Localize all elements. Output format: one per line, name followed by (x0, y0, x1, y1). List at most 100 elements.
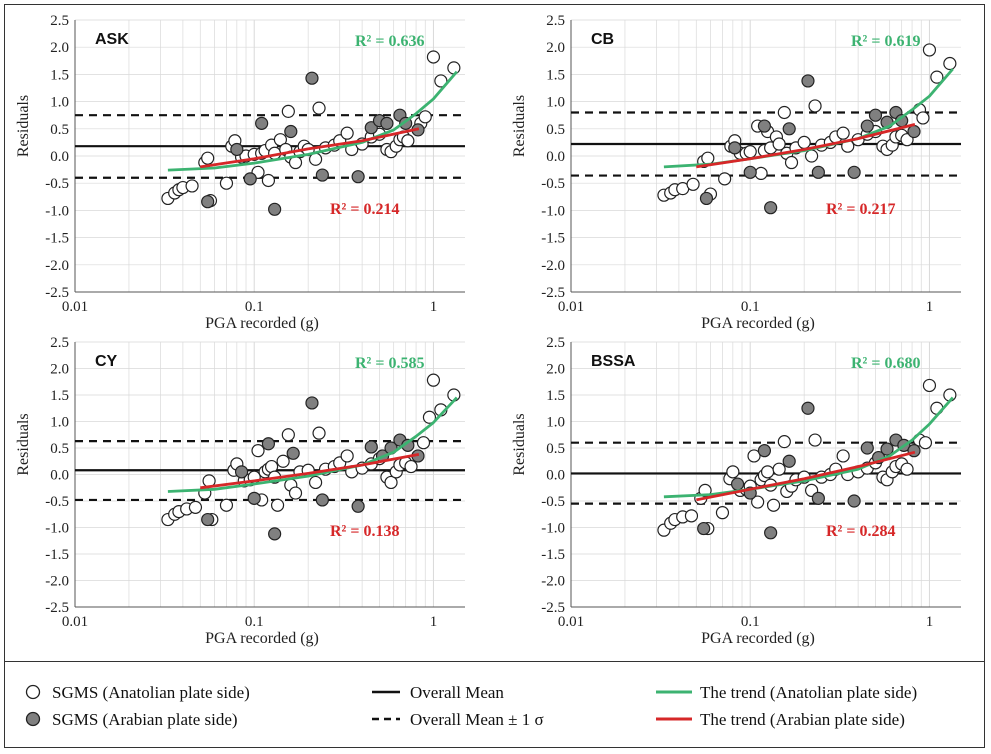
arabian-point (201, 512, 215, 527)
y-tick-label: -1.5 (45, 547, 69, 563)
x-axis-label: PGA recorded (g) (205, 630, 319, 647)
legend-label-arabian-trend: The trend (Arabian plate side) (700, 710, 905, 729)
anatolian-point (261, 173, 276, 188)
anatolian-point (715, 506, 730, 520)
anatolian-point (188, 500, 203, 514)
panel-label: CY (95, 353, 118, 370)
arabian-point (268, 527, 282, 541)
legend-label-anatolian-sgms: SGMS (Anatolian plate side) (52, 683, 250, 702)
anatolian-point (434, 74, 448, 88)
anatolian-point (219, 176, 234, 190)
trend-line-arabian (696, 450, 916, 502)
arabian-point (230, 142, 244, 157)
y-tick-label: -0.5 (541, 176, 565, 192)
arabian-point (847, 165, 861, 179)
x-tick-label: 1 (926, 614, 934, 630)
arabian-point (243, 172, 257, 186)
arabian-point (811, 165, 825, 179)
y-tick-label: -2.5 (45, 600, 69, 616)
y-tick-label: 1.5 (546, 67, 565, 83)
y-tick-label: 2.5 (546, 335, 565, 351)
arabian-point (315, 168, 329, 182)
anatolian-point (751, 495, 765, 509)
anatolian-point (416, 436, 431, 450)
y-tick-label: 2.5 (50, 335, 69, 351)
y-tick-label: 0.5 (50, 122, 69, 138)
x-tick-label: 0.01 (62, 614, 88, 630)
x-tick-label: 1 (430, 299, 438, 315)
trend-line-anatolian (167, 70, 458, 172)
x-axis-label: PGA recorded (g) (701, 630, 815, 647)
arabian-point (811, 491, 825, 505)
anatolian-point (726, 465, 740, 479)
y-tick-label: -1.5 (541, 231, 565, 247)
y-tick-label: -1.5 (45, 231, 69, 247)
y-tick-label: 2.0 (546, 362, 565, 378)
y-tick-label: 1.0 (546, 415, 565, 431)
arabian-point (364, 121, 378, 135)
arabian-point (284, 124, 298, 139)
arabian-point (255, 116, 269, 130)
trend-line-arabian (696, 123, 916, 169)
arabian-point (286, 446, 300, 460)
anatolian-point (426, 50, 441, 64)
arabian-point (764, 201, 778, 215)
r2-arabian-label: R² = 0.284 (826, 523, 895, 540)
y-axis-label: Residuals (15, 95, 32, 157)
anatolian-point (426, 373, 441, 387)
chart-panel-ask: -2.5 -2.0 -1.5 -1.0 -0.5 0.0 0.5 1.0 1.5 2.0 2.5 0.… (15, 13, 465, 332)
arabian-point (743, 165, 757, 179)
arabian-point (315, 493, 329, 507)
anatolian-point (219, 498, 234, 512)
anatolian-point (201, 151, 215, 165)
arabian-point (351, 499, 365, 513)
arabian-point (764, 526, 778, 540)
y-tick-label: 1.0 (50, 415, 69, 431)
y-tick-label: -1.0 (541, 203, 565, 219)
legend-divider (4, 661, 985, 662)
arabian-point (730, 477, 745, 491)
x-tick-label: 1 (430, 614, 438, 630)
arabian-point (728, 141, 742, 155)
chart-panel-bssa: -2.5 -2.0 -1.5 -1.0 -0.5 0.0 0.5 1.0 1.5 2.0 2.5 0.… (511, 335, 961, 647)
arabian-point (247, 491, 261, 505)
anatolian-point (281, 428, 295, 442)
chart-panel-cy: -2.5 -2.0 -1.5 -1.0 -0.5 0.0 0.5 1.0 1.5 2.0 2.5 0.… (15, 335, 465, 647)
anatolian-point (943, 56, 957, 71)
anatolian-point (401, 134, 415, 148)
y-tick-label: 2.0 (50, 362, 69, 378)
legend: SGMS (Anatolian plate side) Overall Mean… (25, 683, 917, 729)
arabian-point (364, 440, 378, 454)
anatolian-point (804, 149, 819, 163)
anatolian-point (340, 449, 354, 463)
anatolian-point (930, 70, 944, 84)
y-tick-label: -2.0 (541, 258, 565, 274)
arabian-point (868, 108, 883, 122)
arabian-point (860, 119, 874, 133)
anatolian-point (747, 449, 761, 463)
arabian-point (234, 465, 249, 479)
anatolian-point (686, 177, 700, 191)
legend-label-anatolian-trend: The trend (Anatolian plate side) (700, 683, 917, 702)
y-tick-label: -1.0 (45, 521, 69, 537)
anatolian-point (447, 61, 461, 75)
anatolian-point (777, 435, 791, 449)
anatolian-point (384, 475, 398, 490)
y-tick-label: -1.0 (541, 521, 565, 537)
arabian-point (201, 195, 215, 209)
arabian-point (305, 396, 319, 410)
x-tick-label: 0.1 (245, 299, 264, 315)
y-tick-label: -2.0 (45, 574, 69, 590)
trend-line-anatolian (663, 396, 954, 499)
y-tick-label: 1.0 (50, 95, 69, 111)
anatolian-point (760, 465, 775, 479)
x-tick-label: 0.1 (741, 614, 760, 630)
arabian-point (757, 119, 772, 133)
anatolian-point (836, 449, 850, 463)
y-tick-label: 0.5 (50, 441, 69, 457)
arabian-point (907, 124, 921, 139)
y-tick-label: 2.5 (546, 13, 565, 29)
x-tick-label: 0.1 (741, 299, 760, 315)
arabian-point (801, 401, 815, 415)
